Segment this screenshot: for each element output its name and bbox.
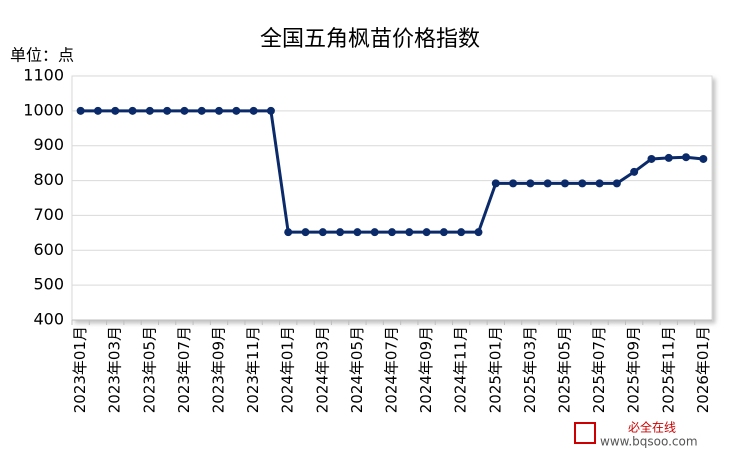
marker [699,154,708,163]
chart-title: 全国五角枫苗价格指数 [260,27,480,52]
marker [370,228,379,237]
x-tick-label: 2025年05月 [555,326,573,413]
marker [215,106,224,115]
x-tick-label: 2024年11月 [452,326,470,413]
marker [405,228,414,237]
marker [578,179,587,188]
marker [439,228,448,237]
plot-area [71,75,713,321]
watermark-brand: 必全在线 [628,420,676,435]
marker [612,179,621,188]
marker [526,179,535,188]
y-tick-label: 600 [33,240,64,259]
x-tick-label: 2024年01月 [279,326,297,413]
marker [197,106,206,115]
marker [474,228,483,237]
marker [111,106,120,115]
marker [163,106,172,115]
marker [353,228,362,237]
y-tick-label: 800 [33,170,64,189]
y-tick-label: 900 [33,135,64,154]
x-tick-label: 2025年01月 [486,326,504,413]
x-tick-label: 2026年01月 [694,326,712,413]
marker [284,228,293,237]
marker [318,228,327,237]
marker [491,179,500,188]
y-tick-label: 1000 [23,100,64,119]
x-tick-label: 2023年07月 [175,326,193,413]
y-axis-label: 单位：点 [10,46,74,65]
y-tick-label: 500 [33,275,64,294]
watermark-url: www.bqsoo.com [600,435,698,449]
y-tick-label: 1100 [23,66,64,85]
marker [457,228,466,237]
marker [128,106,137,115]
marker [180,106,189,115]
marker [301,228,310,237]
x-tick-label: 2025年09月 [625,326,643,413]
marker [422,228,431,237]
x-tick-label: 2024年05月 [348,326,366,413]
watermark: 必全在线 www.bqsoo.com [574,420,698,449]
marker [76,106,85,115]
marker [630,167,639,176]
x-tick-label: 2024年03月 [313,326,331,413]
marker [595,179,604,188]
x-tick-label: 2025年07月 [590,326,608,413]
y-tick-label: 700 [33,205,64,224]
marker [682,153,691,162]
marker [509,179,518,188]
marker [543,179,552,188]
marker [93,106,102,115]
marker [388,228,396,237]
x-tick-label: 2025年11月 [659,326,677,413]
marker [266,106,275,115]
marker [560,179,569,188]
x-tick-label: 2023年11月 [244,326,262,413]
x-tick-label: 2025年03月 [521,326,539,413]
marker [232,106,241,115]
marker [664,153,673,162]
x-tick-label: 2024年09月 [417,326,435,413]
x-tick-label: 2023年03月 [106,326,124,413]
marker [145,106,154,115]
watermark-icon [574,422,596,444]
x-tick-label: 2023年05月 [140,326,158,413]
marker [647,154,656,163]
x-tick-label: 2023年09月 [210,326,228,413]
y-tick-label: 400 [33,310,64,329]
x-tick-label: 2024年07月 [383,326,401,413]
marker [336,228,345,237]
x-tick-label: 2023年01月 [71,326,89,413]
marker [249,106,258,115]
